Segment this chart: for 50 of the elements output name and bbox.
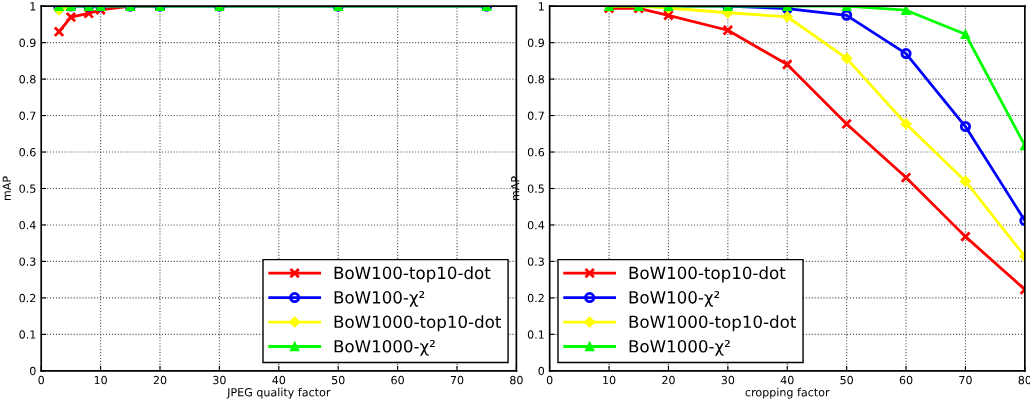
x-tick-label: 40 xyxy=(272,375,286,385)
x-tick-label: 40 xyxy=(780,375,794,385)
y-tick-label: 0.2 xyxy=(19,293,36,303)
x-tick-label: 20 xyxy=(153,375,167,385)
y-tick-label: 0.7 xyxy=(527,111,544,120)
y-tick-label: 0.8 xyxy=(19,75,36,84)
y-tick-label: 1 xyxy=(538,2,544,11)
x-tick-label: 80 xyxy=(510,375,523,385)
y-axis-title: mAP xyxy=(2,176,11,201)
y-tick-label: 0.5 xyxy=(527,184,544,193)
legend-label: BoW100-χ² xyxy=(629,291,720,307)
x-tick-label: 20 xyxy=(662,375,675,385)
legend-label: BoW1000-top10-dot xyxy=(334,315,501,332)
y-tick-label: 0.3 xyxy=(527,257,544,266)
legend-label: BoW100-χ² xyxy=(334,291,425,307)
y-tick-label: 0.8 xyxy=(527,75,545,84)
y-tick-label: 0.6 xyxy=(527,148,545,157)
x-axis-title: JPEG quality factor xyxy=(226,387,331,399)
y-tick-label: 0.9 xyxy=(527,38,545,48)
y-tick-label: 0.4 xyxy=(527,220,545,230)
x-tick-label: 30 xyxy=(213,375,226,385)
legend-label: BoW100-top10-dot xyxy=(629,266,786,283)
legend-label: BoW1000-χ² xyxy=(334,339,435,356)
y-tick-label: 0.2 xyxy=(527,293,544,303)
x-tick-label: 50 xyxy=(840,375,853,385)
y-tick-label: 0 xyxy=(538,366,545,376)
x-tick-label: 10 xyxy=(603,375,616,385)
y-tick-label: 0.7 xyxy=(19,111,36,120)
y-tick-label: 0 xyxy=(30,366,36,376)
x-tick-label: 30 xyxy=(721,375,735,385)
y-tick-label: 1 xyxy=(30,2,36,11)
x-tick-label: 0 xyxy=(546,375,553,385)
x-tick-label: 60 xyxy=(391,375,404,385)
x-tick-label: 70 xyxy=(959,375,972,385)
legend-label: BoW1000-top10-dot xyxy=(629,315,796,332)
x-tick-label: 10 xyxy=(94,375,107,385)
x-tick-label: 70 xyxy=(450,375,464,385)
y-tick-label: 0.5 xyxy=(19,184,36,193)
legend-label: BoW1000-χ² xyxy=(629,339,730,356)
y-tick-label: 0.3 xyxy=(19,257,36,266)
x-tick-label: 0 xyxy=(38,375,44,385)
y-tick-label: 0.1 xyxy=(19,330,36,339)
legend-label: BoW100-top10-dot xyxy=(334,266,491,283)
x-tick-label: 60 xyxy=(899,375,913,385)
x-axis-title: cropping factor xyxy=(745,387,830,399)
x-tick-label: 50 xyxy=(331,375,345,385)
y-tick-label: 0.4 xyxy=(19,220,36,230)
y-tick-label: 0.6 xyxy=(19,148,36,157)
y-tick-label: 0.9 xyxy=(19,38,36,48)
y-tick-label: 0.1 xyxy=(527,330,544,339)
